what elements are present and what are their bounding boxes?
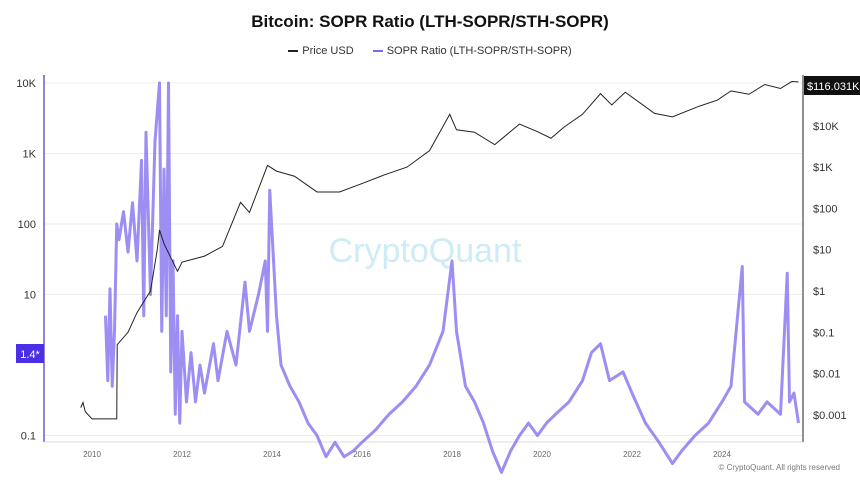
right-tick-label: $0.01: [813, 369, 841, 381]
latest-sopr-label: 1.4*: [20, 349, 40, 361]
right-tick-label: $1: [813, 286, 825, 298]
watermark: CryptoQuant: [329, 232, 522, 270]
right-tick-label: $10: [813, 245, 831, 257]
left-tick-label: 1K: [23, 149, 37, 161]
x-tick-label: 2010: [83, 450, 101, 459]
latest-sopr-badge: [16, 344, 44, 363]
legend-item-sopr[interactable]: SOPR Ratio (LTH-SOPR/STH-SOPR): [372, 45, 572, 57]
legend: Price USD SOPR Ratio (LTH-SOPR/STH-SOPR): [0, 43, 860, 57]
right-tick-label: $100: [813, 203, 837, 215]
legend-swatch-sopr: [372, 50, 383, 52]
chart-title: Bitcoin: SOPR Ratio (LTH-SOPR/STH-SOPR): [251, 12, 609, 31]
right-tick-label: $10K: [813, 121, 839, 133]
right-tick-label: $0.001: [813, 410, 847, 422]
legend-label-sopr: SOPR Ratio (LTH-SOPR/STH-SOPR): [386, 45, 572, 57]
latest-price-label: $116.031K: [807, 81, 860, 93]
x-tick-label: 2024: [713, 450, 731, 459]
legend-label-price: Price USD: [302, 45, 354, 57]
latest-price-badge: [804, 76, 860, 95]
right-tick-label: $1K: [813, 162, 833, 174]
x-tick-label: 2022: [623, 450, 641, 459]
price-line: [80, 81, 799, 420]
x-tick-label: 2020: [533, 450, 551, 459]
x-tick-label: 2012: [173, 450, 191, 459]
right-tick-label: $0.1: [813, 327, 834, 339]
x-tick-label: 2016: [353, 450, 371, 459]
left-tick-label: 100: [18, 219, 36, 231]
x-tick-label: 2018: [443, 450, 461, 459]
left-tick-label: 10K: [16, 78, 36, 90]
left-tick-label: 0.1: [21, 431, 36, 443]
sopr-ratio-line: [104, 81, 800, 474]
x-tick-label: 2014: [263, 450, 281, 459]
legend-item-price[interactable]: Price USD: [288, 45, 354, 57]
left-tick-label: 10: [24, 290, 36, 302]
copyright: © CryptoQuant. All rights reserved: [718, 463, 841, 472]
legend-swatch-price: [288, 50, 299, 52]
